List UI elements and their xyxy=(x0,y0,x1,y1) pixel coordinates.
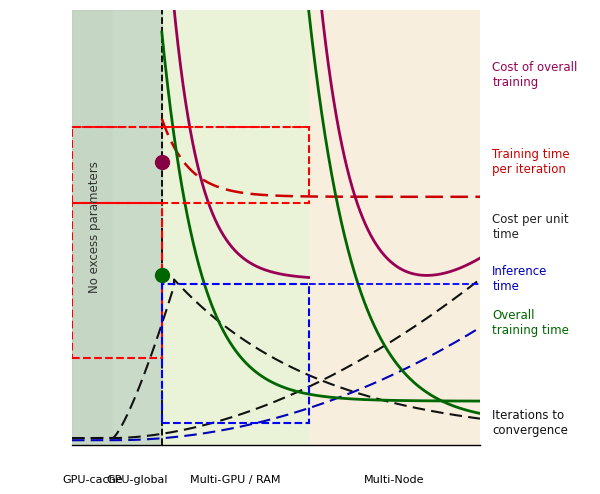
Text: Multi-Node: Multi-Node xyxy=(364,475,425,485)
Text: Training time
per iteration: Training time per iteration xyxy=(492,148,570,176)
Bar xyxy=(113,10,162,445)
Text: Cost per unit
time: Cost per unit time xyxy=(492,213,569,241)
Text: GPU-cache: GPU-cache xyxy=(62,475,123,485)
Bar xyxy=(308,10,480,445)
Bar xyxy=(72,10,162,445)
Text: Cost of overall
training: Cost of overall training xyxy=(492,61,578,89)
Text: Multi-GPU / RAM: Multi-GPU / RAM xyxy=(190,475,280,485)
Text: Iterations to
convergence: Iterations to convergence xyxy=(492,409,568,437)
Text: No excess parameters: No excess parameters xyxy=(88,162,101,293)
Bar xyxy=(162,10,308,445)
Bar xyxy=(72,10,113,445)
Text: GPU-global: GPU-global xyxy=(107,475,168,485)
Text: Inference
time: Inference time xyxy=(492,265,548,293)
Text: Overall
training time: Overall training time xyxy=(492,309,569,337)
